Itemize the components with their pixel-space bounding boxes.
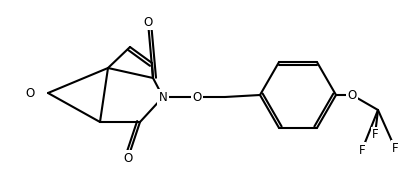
Text: F: F bbox=[372, 129, 378, 142]
Text: F: F bbox=[392, 142, 398, 155]
Text: O: O bbox=[143, 15, 152, 28]
Text: O: O bbox=[192, 91, 201, 104]
Text: F: F bbox=[359, 143, 365, 156]
Text: N: N bbox=[159, 91, 167, 104]
Text: O: O bbox=[347, 88, 357, 101]
Text: O: O bbox=[26, 87, 35, 100]
Text: O: O bbox=[123, 151, 133, 164]
